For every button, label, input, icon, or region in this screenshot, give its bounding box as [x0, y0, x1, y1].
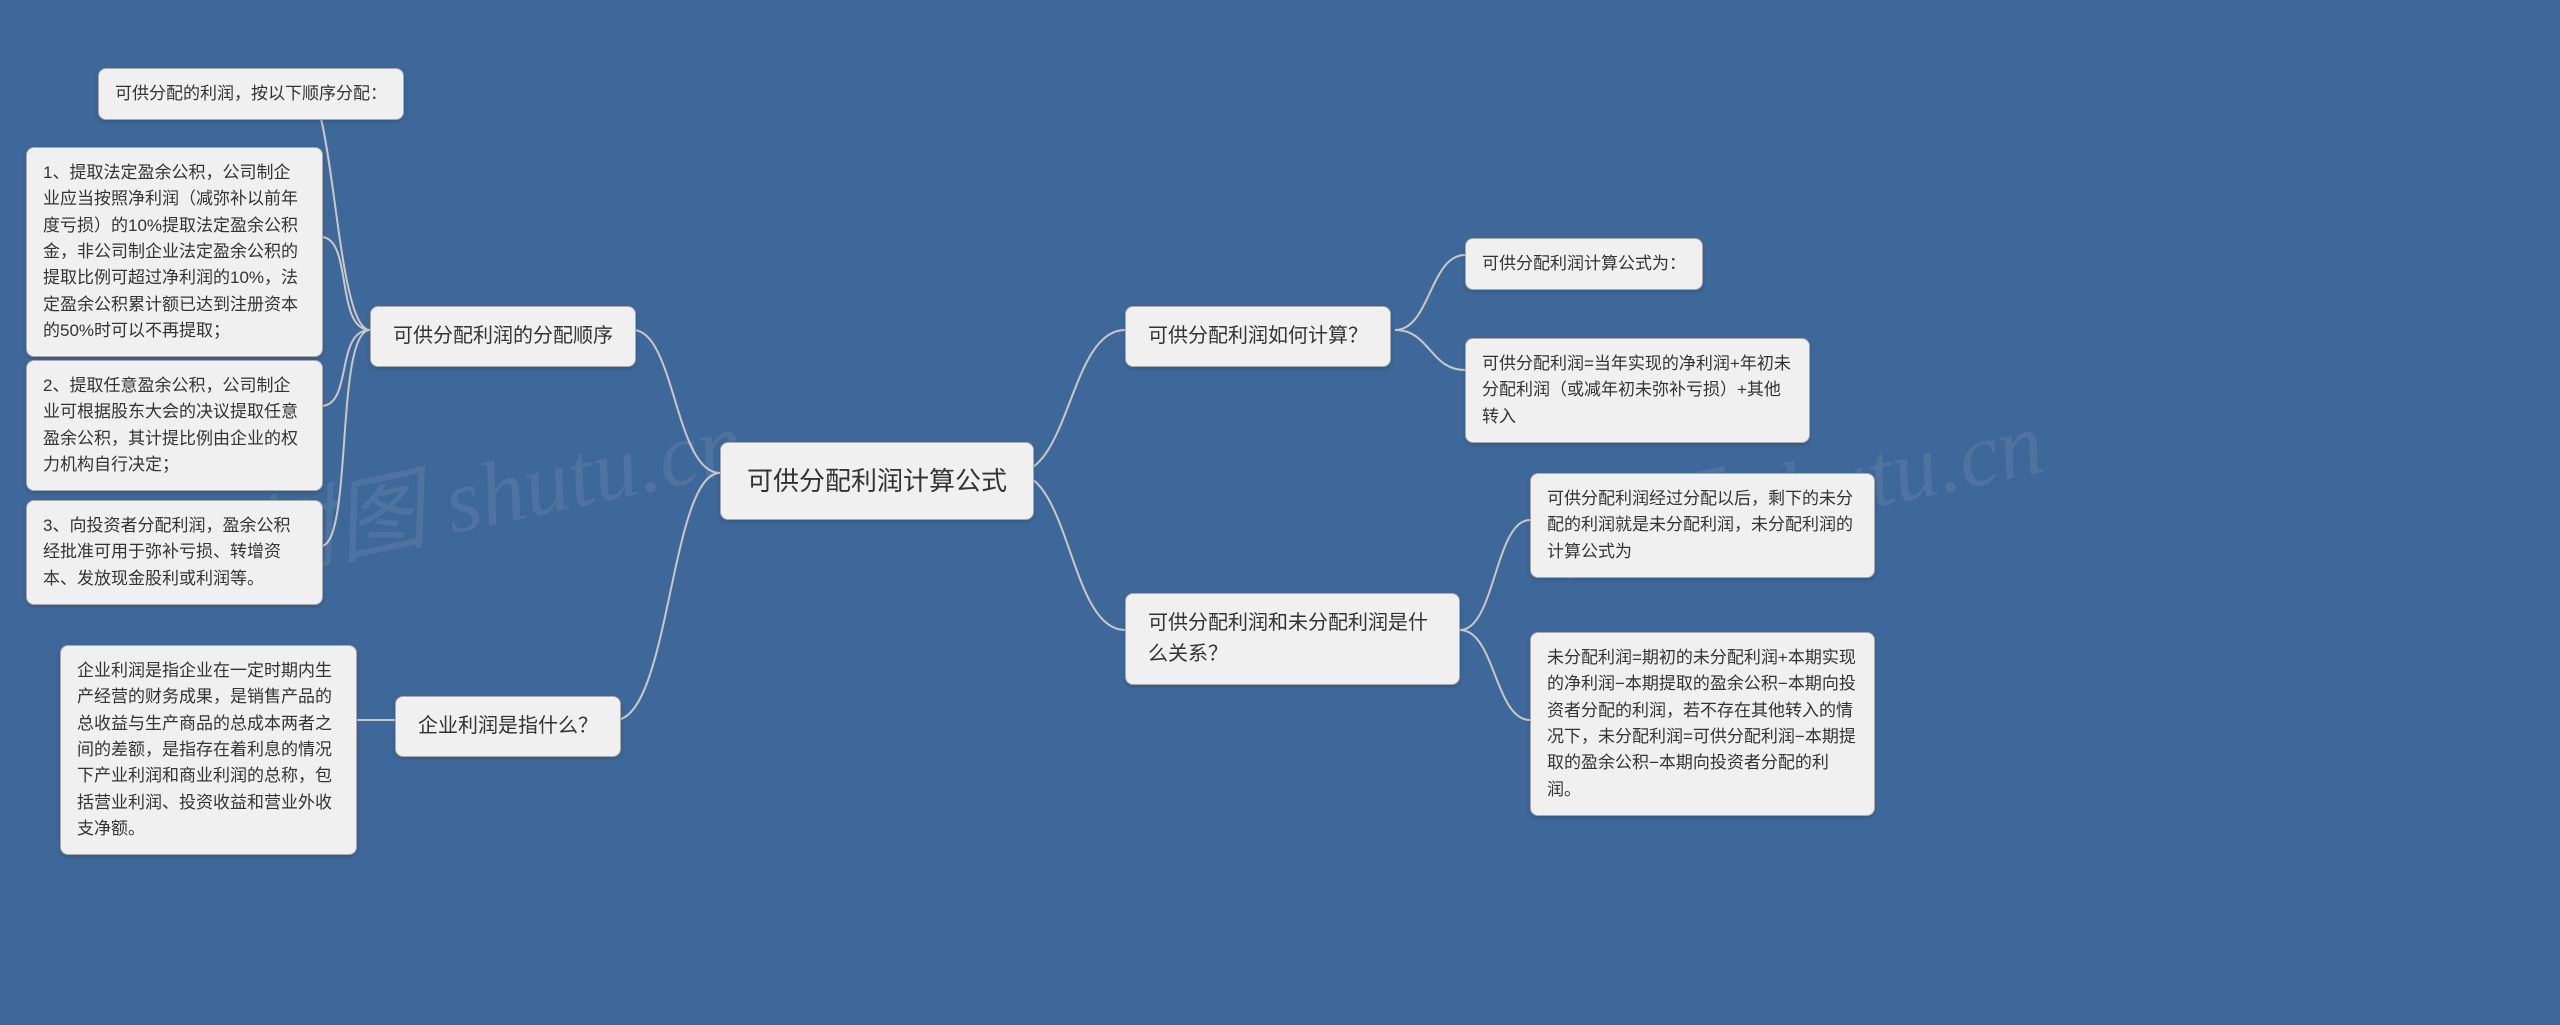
leaf-l1c: 2、提取任意盈余公积，公司制企业可根据股东大会的决议提取任意盈余公积，其计提比例… — [26, 360, 323, 491]
connector-layer — [0, 0, 2560, 1025]
leaf-r2b: 未分配利润=期初的未分配利润+本期实现的净利润−本期提取的盈余公积−本期向投资者… — [1530, 632, 1875, 816]
leaf-l1a: 可供分配的利润，按以下顺序分配： — [98, 68, 404, 120]
leaf-l1d: 3、向投资者分配利润，盈余公积经批准可用于弥补亏损、转增资本、发放现金股利或利润… — [26, 500, 323, 605]
leaf-l1b: 1、提取法定盈余公积，公司制企业应当按照净利润（减弥补以前年度亏损）的10%提取… — [26, 147, 323, 357]
branch-r1: 可供分配利润如何计算？ — [1125, 306, 1391, 367]
center-node: 可供分配利润计算公式 — [720, 442, 1034, 520]
branch-r2: 可供分配利润和未分配利润是什么关系？ — [1125, 593, 1460, 685]
leaf-r2a: 可供分配利润经过分配以后，剩下的未分配的利润就是未分配利润，未分配利润的计算公式… — [1530, 473, 1875, 578]
branch-l1: 可供分配利润的分配顺序 — [370, 306, 636, 367]
leaf-r1a: 可供分配利润计算公式为： — [1465, 238, 1703, 290]
leaf-r1b: 可供分配利润=当年实现的净利润+年初未分配利润（或减年初未弥补亏损）+其他转入 — [1465, 338, 1810, 443]
leaf-l2a: 企业利润是指企业在一定时期内生产经营的财务成果，是销售产品的总收益与生产商品的总… — [60, 645, 357, 855]
branch-l2: 企业利润是指什么？ — [395, 696, 621, 757]
